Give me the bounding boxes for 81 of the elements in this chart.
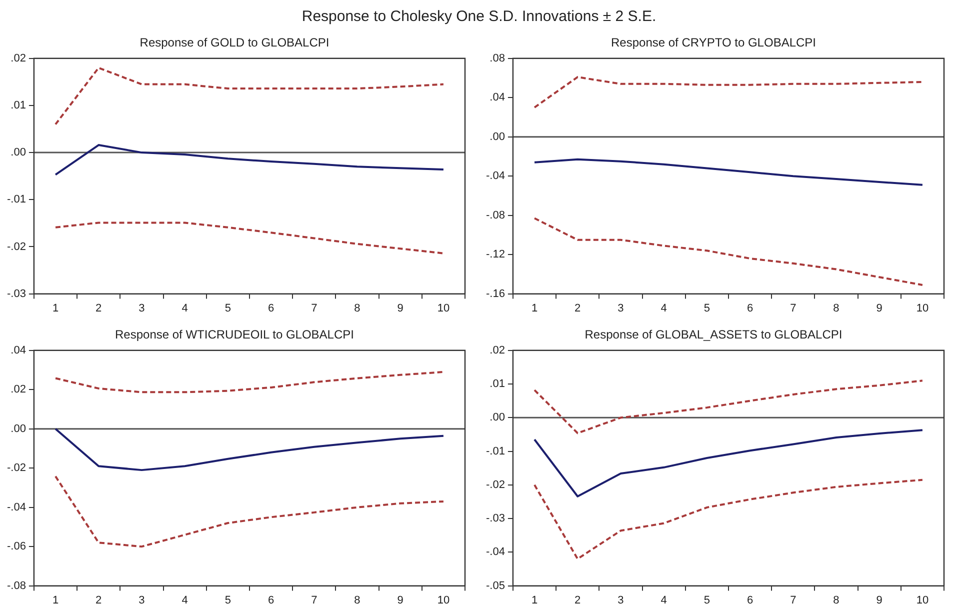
x-tick-label: 2 [574, 594, 581, 606]
x-tick-label: 9 [397, 302, 404, 314]
x-tick-label: 6 [746, 302, 754, 314]
line-series [54, 370, 444, 394]
y-tick-label: -.02 [6, 462, 26, 474]
x-tick-label: 8 [833, 594, 840, 606]
x-tick-label: 2 [574, 302, 581, 314]
y-tick-label: -.04 [6, 501, 26, 514]
line-series [534, 76, 924, 108]
y-tick-label: .00 [490, 130, 505, 143]
x-tick-label: 7 [790, 302, 796, 314]
x-tick-label: 4 [660, 594, 667, 606]
x-tick-label: 1 [531, 302, 538, 314]
x-tick-label: 10 [916, 302, 929, 314]
y-tick-label: -.04 [486, 546, 505, 558]
y-tick-label: -.03 [6, 288, 26, 300]
x-tick-label: 5 [224, 302, 231, 314]
x-tick-label: 1 [531, 594, 538, 606]
y-tick-label: .01 [10, 100, 26, 112]
y-tick-label: .02 [10, 52, 26, 64]
x-tick-label: 6 [268, 302, 274, 314]
x-tick-label: 8 [354, 302, 360, 314]
y-tick-label: -.02 [486, 478, 505, 491]
y-tick-label: .01 [490, 378, 505, 390]
y-tick-label: -.01 [6, 194, 26, 206]
x-tick-label: 8 [354, 594, 360, 606]
x-tick-label: 3 [138, 302, 145, 314]
x-tick-label: 1 [52, 302, 59, 314]
line-series [54, 475, 444, 548]
x-tick-label: 9 [876, 594, 882, 606]
y-tick-label: .00 [10, 146, 26, 159]
x-tick-label: 2 [96, 594, 102, 606]
chart-title: Response of GOLD to GLOBALCPI [140, 36, 330, 50]
text: Response to Cholesky One S.D. Innovations ± 2 S.E. [300, 8, 658, 25]
y-tick-label: -.05 [486, 580, 505, 592]
x-tick-label: 10 [437, 302, 450, 314]
x-tick-label: 6 [746, 594, 754, 606]
x-tick-label: 2 [96, 302, 102, 314]
y-tick-label: -.08 [6, 580, 26, 592]
chart-title: Response of WTICRUDEOIL to GLOBALCPI [115, 328, 354, 342]
x-tick-label: 9 [876, 302, 882, 314]
x-tick-label: 7 [311, 302, 318, 314]
y-tick-label: .00 [490, 412, 505, 424]
x-tick-label: 4 [182, 302, 188, 314]
y-tick-label: -.03 [486, 512, 505, 525]
y-tick-label: .04 [490, 92, 505, 104]
chart-title: Response of CRYPTO to GLOBALCPI [611, 36, 816, 50]
x-tick-label: 10 [916, 594, 929, 606]
y-tick-label: .08 [490, 52, 505, 64]
y-tick-label: -.04 [486, 170, 505, 182]
x-tick-label: 5 [704, 302, 710, 314]
y-tick-label: .04 [10, 344, 26, 356]
y-tick-label: .00 [10, 422, 26, 435]
x-tick-label: 6 [268, 594, 274, 606]
x-tick-label: 7 [790, 594, 796, 606]
x-tick-label: 1 [52, 594, 59, 606]
y-tick-label: .02 [490, 344, 505, 356]
x-tick-label: 7 [311, 594, 318, 606]
line-series [534, 380, 924, 434]
line-series [54, 66, 444, 126]
x-tick-label: 3 [618, 302, 624, 314]
x-tick-label: 4 [660, 302, 667, 314]
y-tick-label: -.08 [486, 209, 505, 222]
y-tick-label: -.01 [486, 445, 505, 458]
x-tick-label: 5 [704, 594, 710, 606]
x-tick-label: 4 [182, 594, 188, 606]
line-series [534, 478, 924, 560]
y-tick-label: .02 [10, 384, 26, 396]
y-tick-label: -.02 [6, 240, 26, 253]
x-tick-label: 3 [138, 594, 145, 606]
chart-title: Response of GLOBAL_ASSETS to GLOBALCPI [584, 328, 842, 342]
x-tick-label: 3 [618, 594, 624, 606]
y-tick-label: -.06 [6, 540, 26, 553]
x-tick-label: 10 [437, 594, 450, 606]
x-tick-label: 5 [224, 594, 231, 606]
x-tick-label: 8 [833, 302, 840, 314]
y-tick-label: -.16 [486, 288, 505, 300]
line-series [534, 217, 924, 286]
line-series [54, 222, 444, 254]
x-tick-label: 9 [397, 594, 404, 606]
y-tick-label: -.12 [486, 248, 505, 261]
